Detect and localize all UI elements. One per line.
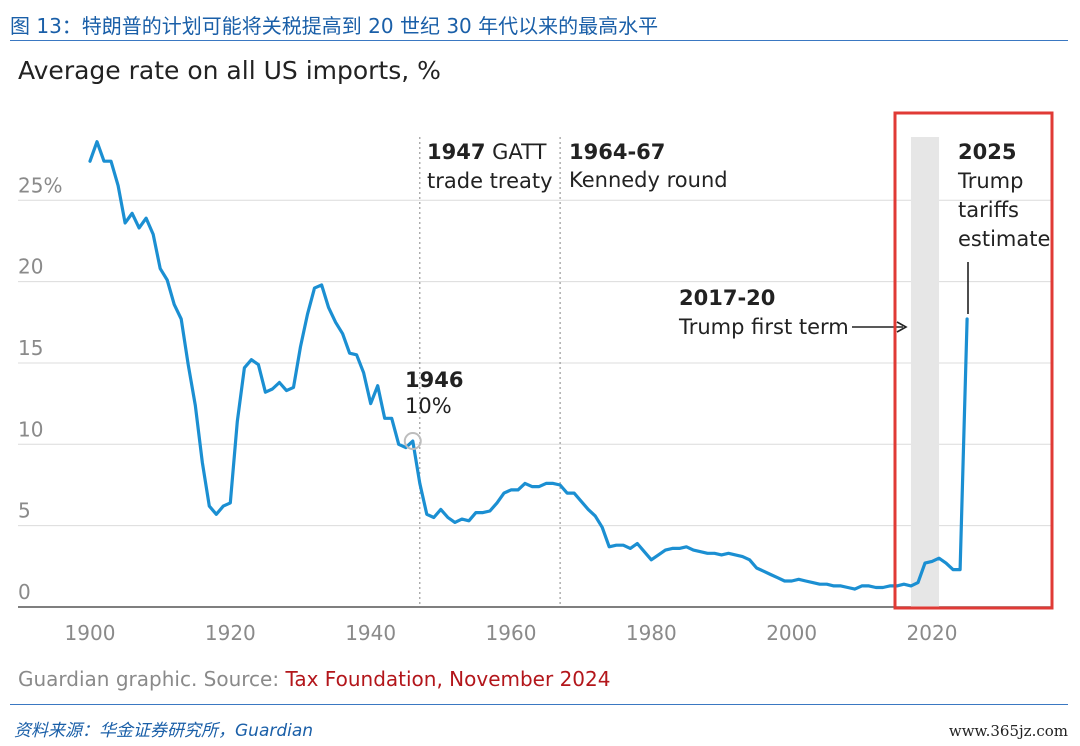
figure-caption: 图 13：特朗普的计划可能将关税提高到 20 世纪 30 年代以来的最高水平 bbox=[10, 14, 659, 38]
annotation-2025-line2: tariffs bbox=[958, 198, 1019, 222]
grid-layer: 0 5 10 15 20 25% bbox=[18, 173, 1052, 608]
event-lines bbox=[419, 137, 561, 607]
trump-first-term-shade bbox=[910, 137, 940, 607]
x-tick-label: 2020 bbox=[907, 621, 958, 645]
source-prefix: Guardian graphic. Source: bbox=[18, 667, 286, 691]
marker-1946 bbox=[403, 432, 422, 451]
x-tick-label: 1980 bbox=[626, 621, 677, 645]
watermark: www.365jz.com bbox=[948, 722, 1068, 740]
chart-source: Guardian graphic. Source: Tax Foundation… bbox=[18, 667, 610, 691]
annotation-1946-value: 10% bbox=[405, 394, 452, 418]
bottom-divider bbox=[10, 704, 1068, 705]
annotation-2025-line1: Trump bbox=[957, 169, 1023, 193]
axis-layer: 1900 1920 1940 1960 1980 2000 2020 bbox=[65, 621, 958, 645]
top-divider bbox=[10, 40, 1068, 41]
annotation-2025-year: 2025 bbox=[958, 140, 1016, 164]
x-tick-label: 1940 bbox=[345, 621, 396, 645]
y-tick-label: 25% bbox=[18, 173, 62, 197]
annotation-trump-first-label: Trump first term bbox=[678, 315, 849, 339]
footer-source: 资料来源：华金证券研究所，Guardian bbox=[14, 721, 314, 741]
annotation-gatt-label: GATT bbox=[485, 140, 546, 164]
x-tick-label: 1920 bbox=[205, 621, 256, 645]
y-tick-label: 5 bbox=[18, 499, 31, 523]
x-tick-label: 2000 bbox=[766, 621, 817, 645]
annotation-gatt-line2: trade treaty bbox=[427, 169, 553, 193]
y-tick-label: 15 bbox=[18, 336, 43, 360]
chart-title: Average rate on all US imports, % bbox=[18, 56, 441, 85]
annotation-gatt: 1947 GATT bbox=[427, 140, 547, 164]
annotation-kennedy-years: 1964-67 bbox=[569, 140, 665, 164]
annotation-2025-line3: estimate bbox=[958, 227, 1050, 251]
x-tick-label: 1960 bbox=[486, 621, 537, 645]
annotation-trump-first-years: 2017-20 bbox=[679, 286, 775, 310]
y-tick-label: 20 bbox=[18, 255, 43, 279]
x-tick-label: 1900 bbox=[65, 621, 116, 645]
annotation-gatt-year: 1947 bbox=[427, 140, 485, 164]
annotation-arrow-head bbox=[896, 321, 908, 333]
y-tick-label: 10 bbox=[18, 417, 43, 441]
annotation-1946-year: 1946 bbox=[405, 368, 463, 392]
source-link[interactable]: Tax Foundation, November 2024 bbox=[285, 667, 611, 691]
y-tick-label: 0 bbox=[18, 580, 31, 604]
tariff-rate-line bbox=[88, 140, 969, 591]
annotation-kennedy-label: Kennedy round bbox=[569, 168, 728, 192]
highlight-box bbox=[893, 111, 1054, 610]
